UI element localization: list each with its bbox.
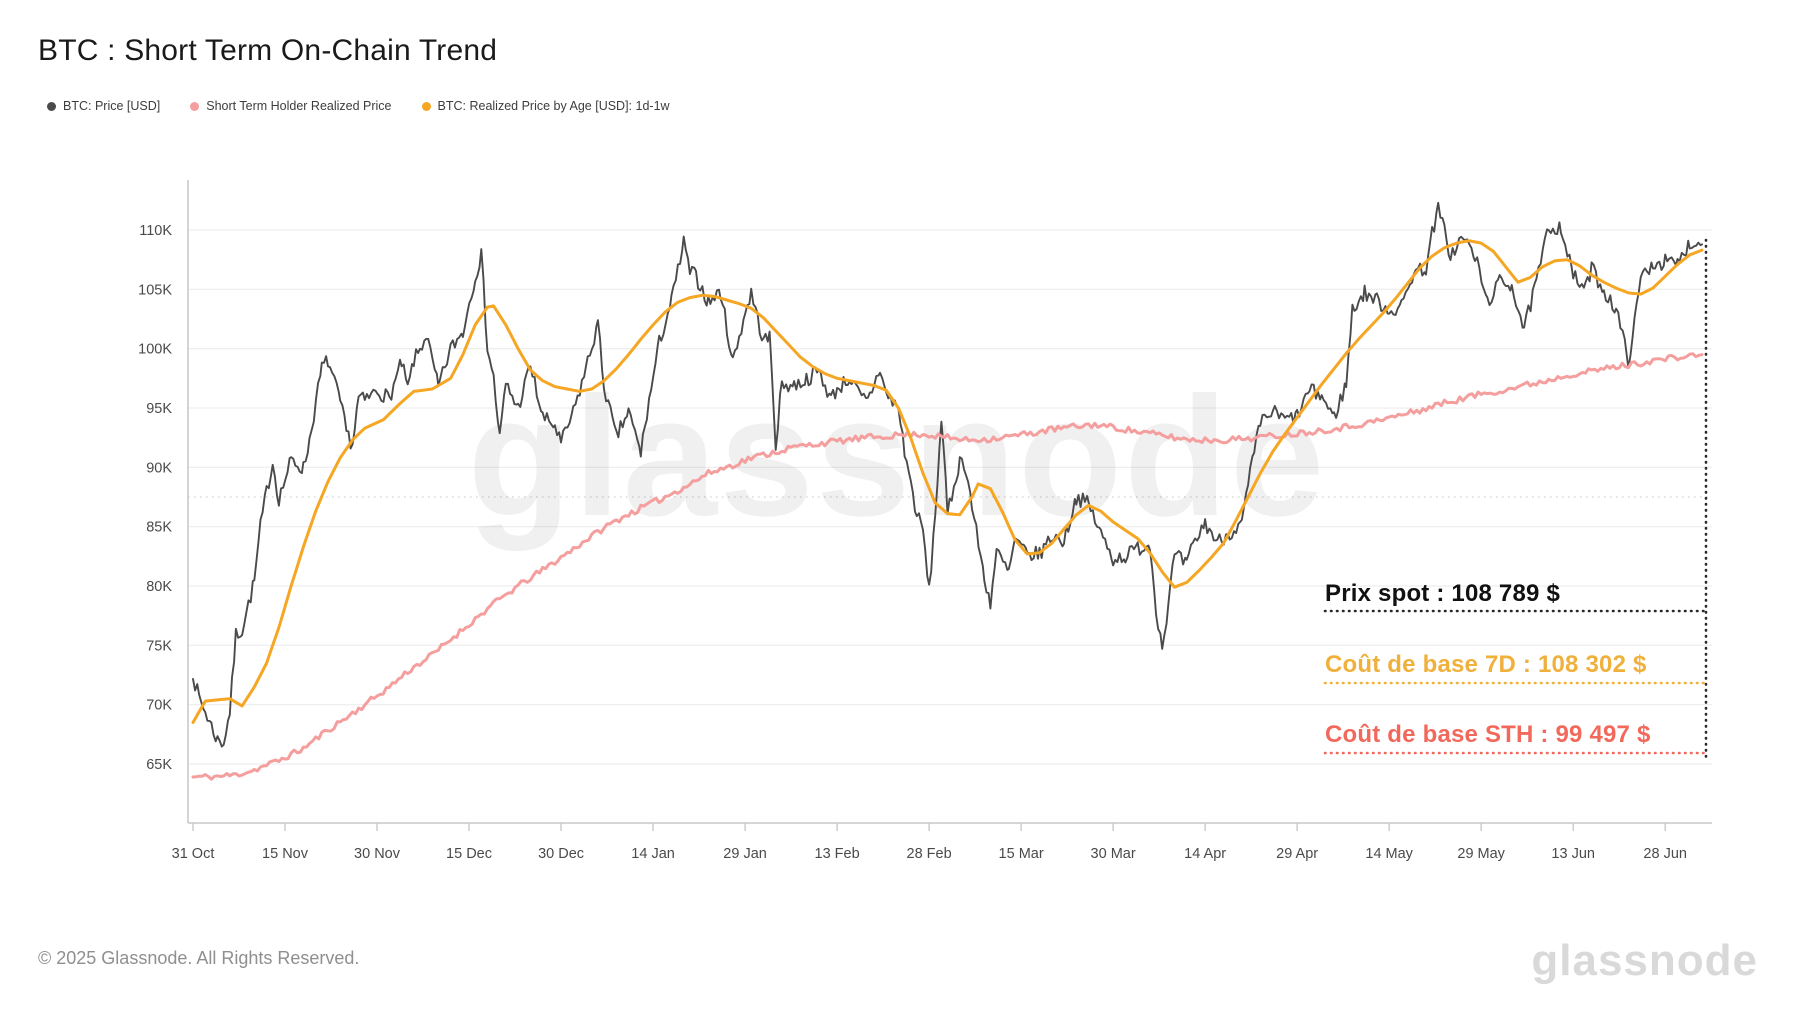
x-axis-label: 30 Nov xyxy=(354,846,401,862)
copyright-text: © 2025 Glassnode. All Rights Reserved. xyxy=(38,948,360,968)
y-axis-label: 80K xyxy=(146,579,172,595)
y-axis-label: 85K xyxy=(146,520,172,536)
series-line-sth-realized-price xyxy=(191,352,1704,781)
x-axis-label: 14 Jan xyxy=(631,846,675,862)
watermark-text: glassnode xyxy=(468,362,1327,552)
y-axis-label: 65K xyxy=(146,757,172,773)
realized-price-by-age-dot-icon xyxy=(421,101,431,111)
page-title: BTC : Short Term On-Chain Trend xyxy=(38,34,498,67)
y-axis-label: 70K xyxy=(146,698,172,714)
y-axis-label: 95K xyxy=(146,401,172,417)
legend-item-sth-realized-price[interactable]: Short Term Holder Realized Price xyxy=(190,99,392,113)
x-axis-label: 30 Dec xyxy=(538,846,584,862)
x-axis-label: 28 Feb xyxy=(907,846,952,862)
y-axis-label: 105K xyxy=(138,282,172,298)
x-axis-label: 31 Oct xyxy=(172,846,215,862)
series-line-realized-price-1d-1w xyxy=(191,239,1704,724)
x-axis-label: 14 Apr xyxy=(1184,846,1226,862)
btc-price-dot-icon xyxy=(47,101,56,111)
x-axis-label: 15 Mar xyxy=(999,846,1044,862)
y-axis-label: 90K xyxy=(146,460,172,476)
glassnode-logo: glassnode xyxy=(1531,936,1758,985)
y-axis-label: 110K xyxy=(139,223,172,239)
x-axis-label: 29 May xyxy=(1457,846,1505,862)
cost-basis-sth-annotation: Coût de base STH : 99 497 $ xyxy=(1325,721,1651,748)
x-axis-label: 13 Feb xyxy=(815,846,860,862)
x-axis-label: 13 Jun xyxy=(1551,846,1595,862)
spot-price-annotation: Prix spot : 108 789 $ xyxy=(1325,580,1560,607)
legend-label: BTC: Realized Price by Age [USD]: 1d-1w xyxy=(437,99,670,113)
x-axis-label: 15 Nov xyxy=(262,846,309,862)
legend-item-btc-price[interactable]: BTC: Price [USD] xyxy=(47,99,160,113)
chart-legend: BTC: Price [USD] Short Term Holder Reali… xyxy=(47,99,670,113)
x-axis-label: 28 Jun xyxy=(1643,846,1687,862)
x-axis-label: 29 Apr xyxy=(1276,846,1318,862)
y-axis-label: 100K xyxy=(138,342,172,358)
x-axis-label: 30 Mar xyxy=(1091,846,1136,862)
sth-realized-price-dot-icon xyxy=(190,101,200,111)
x-axis-label: 14 May xyxy=(1365,846,1413,862)
legend-label: Short Term Holder Realized Price xyxy=(206,99,392,113)
legend-item-realized-price-by-age[interactable]: BTC: Realized Price by Age [USD]: 1d-1w xyxy=(421,99,670,113)
cost-basis-7d-annotation: Coût de base 7D : 108 302 $ xyxy=(1325,651,1647,678)
legend-label: BTC: Price [USD] xyxy=(63,99,161,113)
x-axis-label: 15 Dec xyxy=(446,846,492,862)
x-axis-label: 29 Jan xyxy=(723,846,767,862)
y-axis-label: 75K xyxy=(146,638,172,654)
